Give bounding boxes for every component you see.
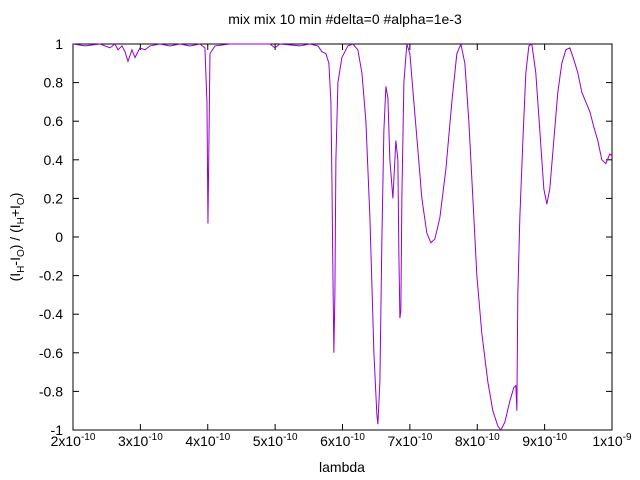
x-tick-label: 1x10-9 [592, 432, 632, 449]
x-tick-label-base: 5x10 [253, 433, 284, 449]
chart-title: mix mix 10 min #delta=0 #alpha=1e-3 [228, 11, 462, 27]
x-tick-label-exponent: -10 [553, 432, 568, 443]
y-tick-label: -0.4 [39, 306, 63, 322]
y-tick-label: 0 [55, 229, 63, 245]
x-tick-label: 5x10-10 [253, 432, 298, 449]
y-label-text: -I [7, 257, 23, 266]
x-tick-label-exponent: -10 [216, 432, 231, 443]
y-tick-label: -0.2 [39, 268, 63, 284]
x-axis-label: lambda [319, 459, 365, 475]
x-tick-label-exponent: -10 [350, 432, 365, 443]
x-tick-label-base: 7x10 [387, 433, 418, 449]
y-label-text: (I [7, 273, 23, 282]
y-tick-label: -0.8 [39, 383, 63, 399]
x-tick-label-exponent: -9 [623, 432, 632, 443]
x-tick-label-exponent: -10 [485, 432, 500, 443]
x-tick-label: 6x10-10 [320, 432, 365, 449]
y-label-text: +I [7, 205, 23, 217]
x-tick-label-base: 9x10 [522, 433, 553, 449]
x-tick-label: 7x10-10 [387, 432, 432, 449]
y-label-subscript: H [16, 266, 27, 273]
y-tick-label: 0.2 [44, 190, 64, 206]
y-tick-label: -1 [51, 422, 64, 438]
x-tick-label-exponent: -10 [418, 432, 433, 443]
y-axis-label: (IH-IO) / (IH+IO) [7, 193, 27, 282]
y-tick-label: -0.6 [39, 345, 63, 361]
x-tick-label-base: 3x10 [118, 433, 149, 449]
x-tick-label-base: 6x10 [320, 433, 351, 449]
x-tick-label: 9x10-10 [522, 432, 567, 449]
data-line [72, 42, 613, 431]
x-tick-label-exponent: -10 [283, 432, 298, 443]
x-tick-label-base: 1x10 [592, 433, 623, 449]
y-tick-label: 0.8 [44, 75, 64, 91]
x-tick-label: 4x10-10 [185, 432, 230, 449]
y-tick-label: 1 [55, 36, 63, 52]
y-label-subscript: H [16, 217, 27, 224]
x-tick-label: 3x10-10 [118, 432, 163, 449]
y-label-subscript: O [16, 249, 27, 257]
y-tick-label: 0.6 [44, 113, 64, 129]
x-tick-label: 8x10-10 [455, 432, 500, 449]
x-tick-label-exponent: -10 [81, 432, 96, 443]
x-tick-label-base: 8x10 [455, 433, 486, 449]
y-label-text: ) / (I [7, 224, 23, 249]
x-tick-label-base: 4x10 [185, 433, 216, 449]
x-tick-label-exponent: -10 [148, 432, 163, 443]
y-label-text: ) [7, 193, 23, 198]
x-tick-label-base: 2x10 [51, 433, 82, 449]
y-label-subscript: O [16, 197, 27, 205]
y-tick-label: 0.4 [44, 152, 64, 168]
x-tick-label: 2x10-10 [51, 432, 96, 449]
